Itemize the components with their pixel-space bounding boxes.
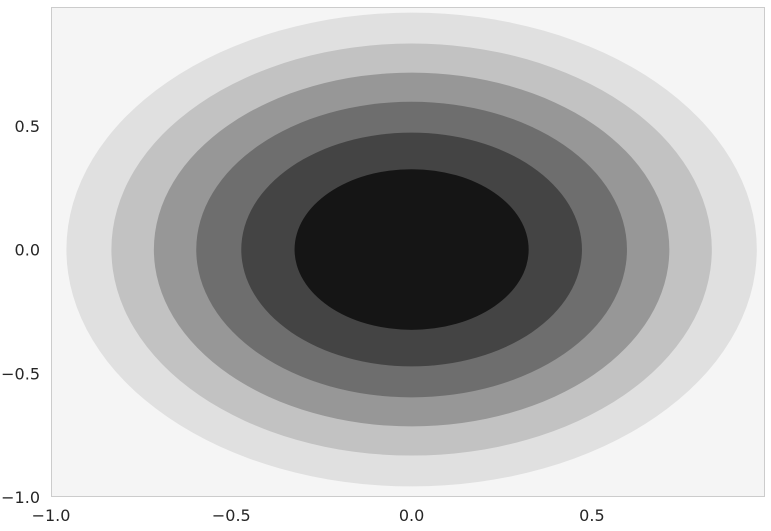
y-tick-label: 0.0 bbox=[15, 241, 40, 260]
x-axis: −1.0 −0.5 0.0 0.5 bbox=[32, 506, 605, 525]
y-axis: −1.0 −0.5 0.0 0.5 bbox=[1, 117, 40, 507]
y-tick-label: 0.5 bbox=[15, 117, 40, 136]
x-tick-label: 0.5 bbox=[579, 506, 604, 525]
x-tick-label: −0.5 bbox=[212, 506, 251, 525]
contour-band-0.9-1 bbox=[294, 169, 529, 330]
x-tick-label: −1.0 bbox=[32, 506, 71, 525]
y-tick-label: −0.5 bbox=[1, 364, 40, 383]
contour-fills bbox=[66, 12, 757, 487]
plot-frame bbox=[51, 7, 765, 497]
y-tick-label: −1.0 bbox=[1, 488, 40, 507]
x-tick-label: 0.0 bbox=[399, 506, 424, 525]
